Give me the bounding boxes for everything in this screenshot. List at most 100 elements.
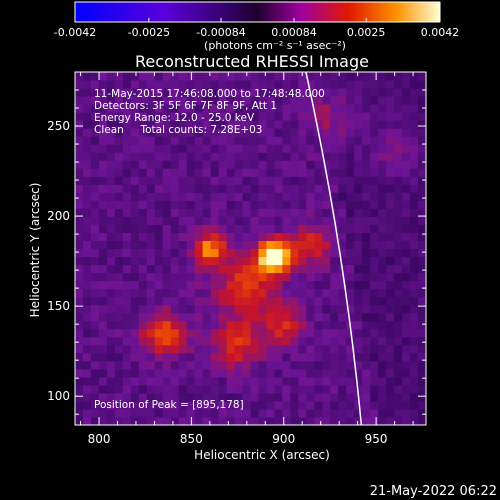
heatmap-cell (146, 352, 156, 362)
heatmap-cell (162, 264, 172, 274)
heatmap-cell (378, 328, 387, 338)
heatmap-cell (410, 408, 419, 418)
heatmap-cell (226, 296, 236, 306)
heatmap-cell (386, 208, 395, 217)
heatmap-cell (194, 176, 204, 185)
heatmap-cell (298, 272, 307, 282)
heatmap-cell (290, 280, 299, 290)
heatmap-cell (194, 376, 204, 386)
heatmap-cell (298, 152, 307, 161)
heatmap-cell (266, 88, 275, 97)
heatmap-cell (394, 112, 403, 121)
heatmap-cell (234, 328, 244, 338)
heatmap-cell (298, 280, 307, 290)
heatmap-cell (354, 400, 363, 410)
heatmap-cell (258, 416, 267, 425)
heatmap-cell (410, 384, 419, 394)
heatmap-cell (282, 248, 291, 258)
heatmap-cell (90, 352, 100, 362)
heatmap-cell (378, 312, 387, 322)
heatmap-cell (370, 408, 379, 418)
heatmap-cell (274, 368, 283, 378)
heatmap-cell (202, 328, 212, 338)
heatmap-cell (290, 352, 299, 362)
heatmap-cell (90, 168, 100, 177)
heatmap-cell (98, 216, 108, 225)
heatmap-cell (378, 240, 387, 249)
heatmap-cell (314, 360, 323, 370)
heatmap-cell (178, 336, 188, 346)
heatmap-cell (354, 344, 363, 354)
heatmap-cell (274, 128, 283, 137)
heatmap-cell (274, 160, 283, 169)
heatmap-cell (202, 88, 212, 97)
heatmap-cell (322, 112, 331, 121)
heatmap-cell (298, 352, 307, 362)
heatmap-cell (75, 200, 84, 209)
heatmap-cell (170, 320, 180, 330)
heatmap-cell (402, 256, 411, 266)
heatmap-cell (290, 264, 299, 274)
colorbar-tick-label: -0.0042 (54, 26, 96, 39)
heatmap-cell (122, 280, 132, 290)
heatmap-cell (75, 400, 84, 410)
heatmap-cell (314, 384, 323, 394)
heatmap-cell (226, 144, 236, 153)
heatmap-cell (330, 416, 339, 425)
heatmap-cell (194, 88, 204, 97)
heatmap-cell (130, 224, 140, 233)
heatmap-cell (362, 264, 371, 274)
heatmap-cell (242, 144, 251, 153)
heatmap-cell (418, 256, 426, 266)
heatmap-cell (274, 312, 283, 322)
heatmap-cell (194, 216, 204, 225)
heatmap-cell (218, 224, 228, 233)
heatmap-cell (82, 296, 92, 306)
heatmap-cell (202, 280, 212, 290)
heatmap-cell (202, 416, 212, 425)
heatmap-cell (186, 104, 196, 113)
heatmap-cell (330, 304, 339, 314)
heatmap-cell (314, 272, 323, 282)
heatmap-cell (250, 248, 259, 258)
annotation-block: 11-May-2015 17:46:08.000 to 17:48:48.000… (94, 88, 325, 136)
heatmap-cell (362, 136, 371, 145)
heatmap-cell (386, 344, 395, 354)
heatmap-cell (82, 96, 92, 105)
heatmap-cell (266, 392, 275, 402)
heatmap-cell (122, 128, 132, 137)
heatmap-cell (106, 232, 116, 241)
heatmap-cell (386, 128, 395, 137)
heatmap-cell (362, 216, 371, 225)
heatmap-cell (338, 216, 347, 225)
heatmap-cell (218, 120, 228, 129)
heatmap-cell (154, 96, 164, 105)
heatmap-cell (314, 232, 323, 241)
heatmap-cell (274, 248, 283, 258)
y-tick-label: 250 (47, 119, 70, 133)
heatmap-cell (98, 136, 108, 145)
heatmap-cell (234, 288, 244, 298)
heatmap-cell (202, 400, 212, 410)
heatmap-cell (106, 160, 116, 169)
heatmap-cell (98, 272, 108, 282)
heatmap-cell (370, 320, 379, 330)
heatmap-cell (75, 136, 84, 145)
heatmap-cell (338, 80, 347, 89)
heatmap-cell (258, 112, 267, 121)
heatmap-cell (298, 344, 307, 354)
heatmap-cell (162, 360, 172, 370)
heatmap-cell (106, 288, 116, 298)
heatmap-cell (338, 320, 347, 330)
heatmap-cell (218, 152, 228, 161)
heatmap-cell (306, 408, 315, 418)
heatmap-cell (146, 160, 156, 169)
heatmap-cell (170, 288, 180, 298)
heatmap-cell (226, 248, 236, 258)
heatmap-cell (82, 88, 92, 97)
heatmap-cell (194, 240, 204, 249)
heatmap-cell (210, 280, 220, 290)
heatmap-cell (362, 152, 371, 161)
heatmap-cell (370, 160, 379, 169)
heatmap-cell (402, 176, 411, 185)
